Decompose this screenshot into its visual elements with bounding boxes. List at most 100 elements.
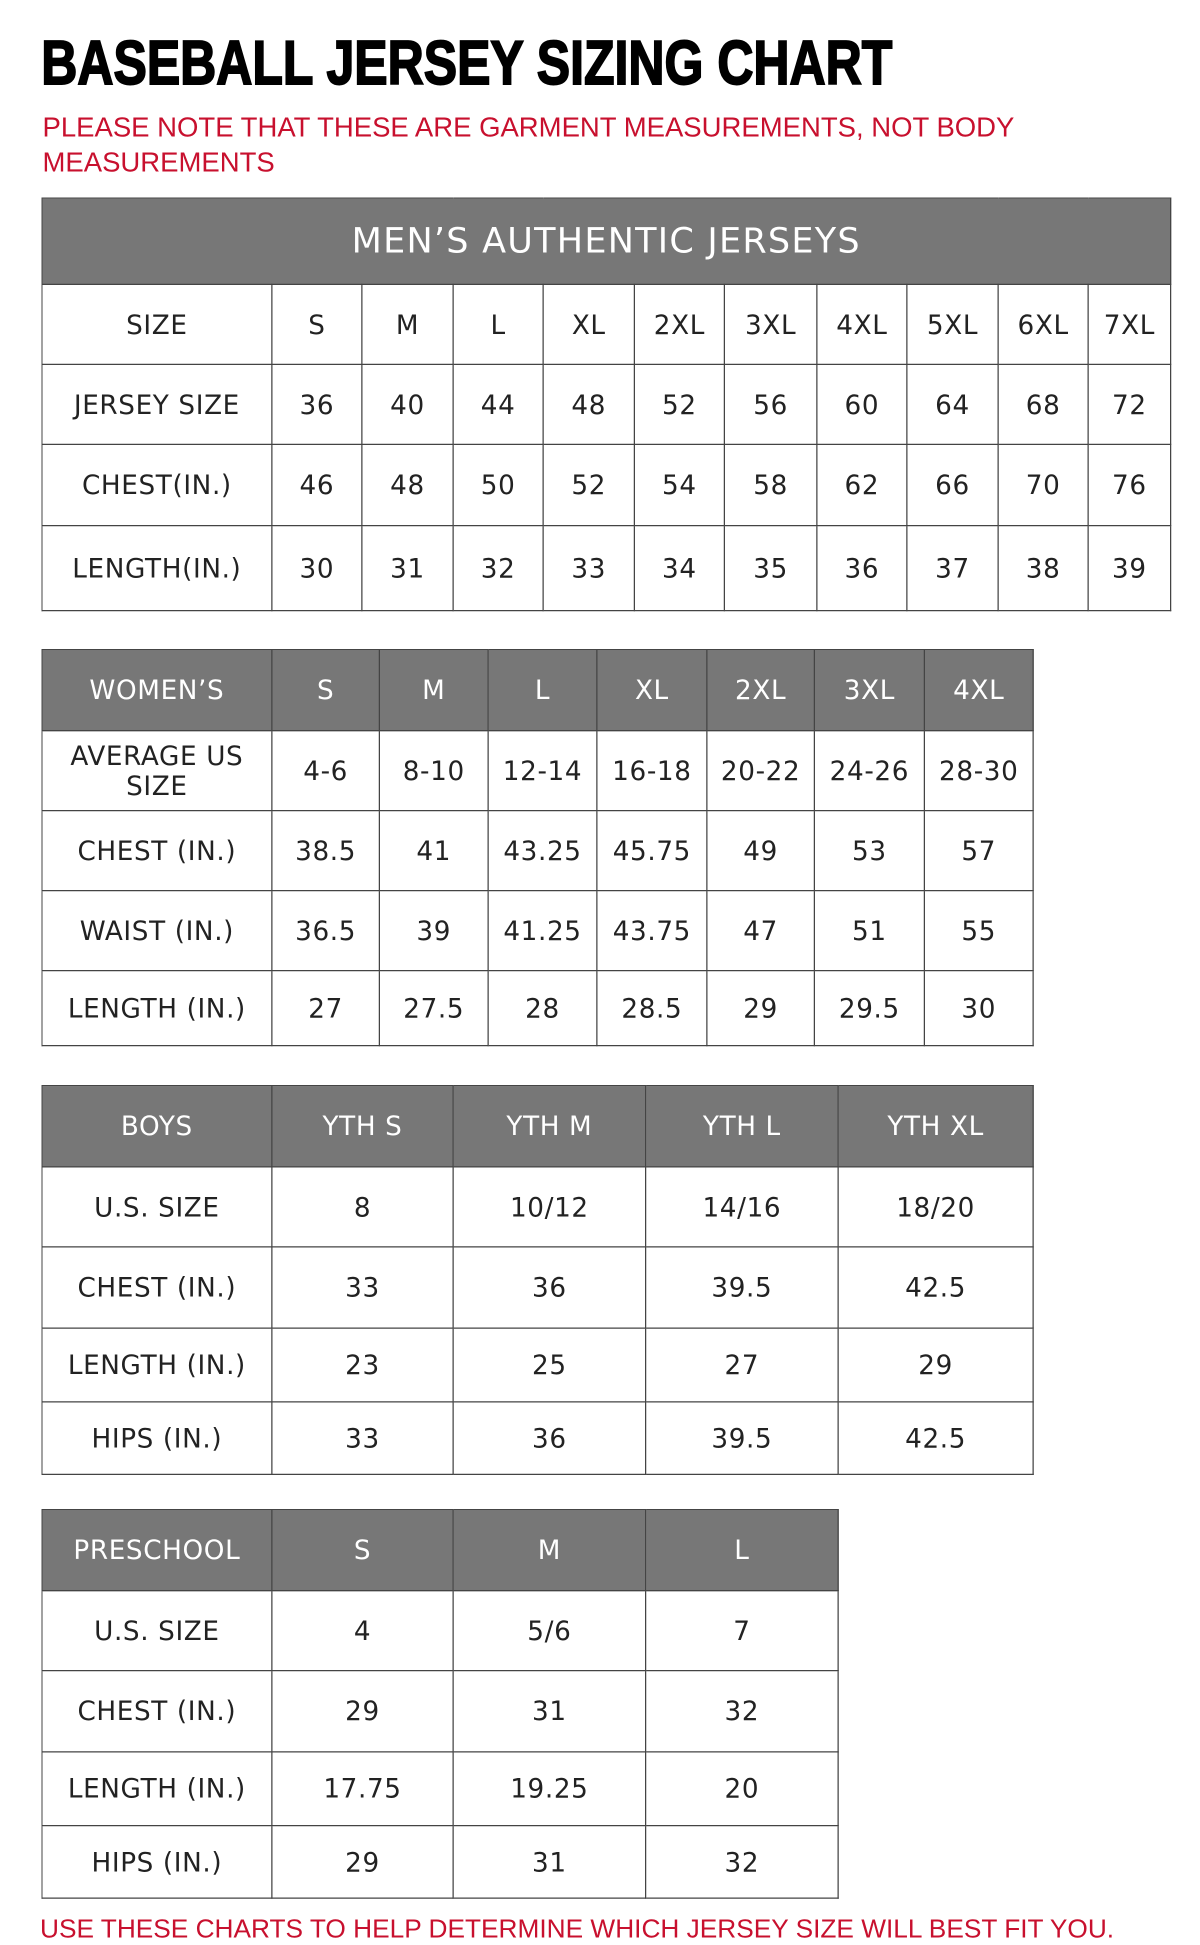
table-cell: 54	[633, 443, 725, 527]
column-header: 6XL	[997, 283, 1089, 365]
table-caption: MEN’S AUTHENTIC JERSEYS	[41, 197, 1172, 285]
column-header: YTH XL	[837, 1085, 1034, 1168]
table-row: LENGTH (IN.) 17.75 19.25 20	[41, 1751, 839, 1827]
table-cell: 36	[452, 1246, 647, 1329]
table-cell: 39.5	[645, 1401, 839, 1475]
table-row: LENGTH (IN.) 23 25 27 29	[41, 1327, 1034, 1403]
row-header-label: BOYS	[41, 1085, 273, 1168]
row-label: CHEST (IN.)	[41, 1670, 273, 1753]
table-cell: 34	[633, 525, 725, 612]
table-cell: 28.5	[596, 970, 708, 1047]
column-header: L	[452, 283, 544, 365]
table-cell: 45.75	[596, 810, 708, 892]
table-row: AVERAGE US SIZE 4-6 8-10 12-14 16-18 20-22 24-…	[41, 730, 1034, 812]
preschool-table: PRESCHOOL S M L U.S. SIZE 4 5/6 7 CHEST (IN.) 29 3…	[41, 1508, 839, 1899]
table-cell: 68	[997, 363, 1089, 445]
row-header-label: SIZE	[41, 283, 273, 365]
table-cell: 36	[816, 525, 908, 612]
column-header: XL	[542, 283, 635, 365]
table-cell: 14/16	[645, 1166, 839, 1248]
column-header: 4XL	[816, 283, 908, 365]
page-title: BASEBALL JERSEY SIZING CHART	[40, 27, 893, 99]
column-header: 2XL	[706, 648, 815, 732]
table-row: CHEST (IN.) 38.5 41 43.25 45.75 49 53 57	[41, 810, 1034, 892]
table-cell: 70	[997, 443, 1089, 527]
table-row: U.S. SIZE 4 5/6 7	[41, 1590, 839, 1672]
row-label: AVERAGE US SIZE	[41, 730, 273, 812]
table-cell: 55	[923, 890, 1034, 972]
table-cell: 18/20	[837, 1166, 1034, 1248]
table-cell: 51	[813, 890, 925, 972]
table-cell: 40	[361, 363, 454, 445]
table-row: LENGTH(IN.) 30 31 32 33 34 35 36 37 38 39	[41, 525, 1172, 612]
table-cell: 39	[378, 890, 489, 972]
table-row: LENGTH (IN.) 27 27.5 28 28.5 29 29.5 30	[41, 970, 1034, 1047]
table-cell: 23	[271, 1327, 454, 1403]
table-cell: 31	[452, 1825, 647, 1899]
table-cell: 36	[452, 1401, 647, 1475]
table-cell: 27	[645, 1327, 839, 1403]
table-cell: 28	[487, 970, 598, 1047]
column-header: S	[271, 1508, 454, 1592]
row-label: CHEST (IN.)	[41, 810, 273, 892]
table-cell: 42.5	[837, 1401, 1034, 1475]
table-cell: 58	[723, 443, 818, 527]
table-cell: 5/6	[452, 1590, 647, 1672]
row-header-label: PRESCHOOL	[41, 1508, 273, 1592]
table-cell: 48	[361, 443, 454, 527]
table-cell: 29	[271, 1825, 454, 1899]
table-cell: 38	[997, 525, 1089, 612]
table-cell: 17.75	[271, 1751, 454, 1827]
table-cell: 53	[813, 810, 925, 892]
column-header: L	[645, 1508, 839, 1592]
row-label: LENGTH (IN.)	[41, 970, 273, 1047]
table-row: HIPS (IN.) 33 36 39.5 42.5	[41, 1401, 1034, 1475]
table-cell: 20	[645, 1751, 839, 1827]
table-cell: 39	[1087, 525, 1172, 612]
row-label: LENGTH (IN.)	[41, 1751, 273, 1827]
table-row: WAIST (IN.) 36.5 39 41.25 43.75 47 51 55	[41, 890, 1034, 972]
table-cell: 31	[452, 1670, 647, 1753]
table-row: CHEST(IN.) 46 48 50 52 54 58 62 66 70 76	[41, 443, 1172, 527]
table-cell: 30	[271, 525, 363, 612]
row-label: LENGTH (IN.)	[41, 1327, 273, 1403]
header-row: SIZE S M L XL 2XL 3XL 4XL 5XL 6XL 7XL	[41, 283, 1172, 365]
table-cell: 64	[906, 363, 999, 445]
table-cell: 41	[378, 810, 489, 892]
boys-table: BOYS YTH S YTH M YTH L YTH XL U.S. SIZE 8 10/12…	[41, 1085, 1034, 1475]
table-cell: 52	[542, 443, 635, 527]
row-header-label: WOMEN’S	[41, 648, 273, 732]
table-cell: 39.5	[645, 1246, 839, 1329]
table-cell: 10/12	[452, 1166, 647, 1248]
table-cell: 29	[271, 1670, 454, 1753]
table-cell: 43.25	[487, 810, 598, 892]
table-cell: 41.25	[487, 890, 598, 972]
column-header: YTH L	[645, 1085, 839, 1168]
table-row: CHEST (IN.) 29 31 32	[41, 1670, 839, 1753]
table-cell: 32	[452, 525, 544, 612]
table-cell: 76	[1087, 443, 1172, 527]
column-header: XL	[596, 648, 708, 732]
table-cell: 36	[271, 363, 363, 445]
table-cell: 24-26	[813, 730, 925, 812]
table-cell: 38.5	[271, 810, 380, 892]
column-header: 2XL	[633, 283, 725, 365]
row-label: CHEST (IN.)	[41, 1246, 273, 1329]
table-cell: 31	[361, 525, 454, 612]
table-cell: 8	[271, 1166, 454, 1248]
table-cell: 8-10	[378, 730, 489, 812]
row-label: WAIST (IN.)	[41, 890, 273, 972]
table-cell: 32	[645, 1670, 839, 1753]
table-cell: 37	[906, 525, 999, 612]
column-header: 5XL	[906, 283, 999, 365]
column-header: S	[271, 648, 380, 732]
table-cell: 46	[271, 443, 363, 527]
mens-table: MEN’S AUTHENTIC JERSEYS SIZE S M L XL 2XL 3XL 4X…	[41, 197, 1172, 612]
womens-table: WOMEN’S S M L XL 2XL 3XL 4XL AVERAGE US SIZE 4-6 8…	[41, 648, 1034, 1047]
table-row: HIPS (IN.) 29 31 32	[41, 1825, 839, 1899]
table-cell: 56	[723, 363, 818, 445]
table-cell: 48	[542, 363, 635, 445]
table-cell: 4	[271, 1590, 454, 1672]
header-row: BOYS YTH S YTH M YTH L YTH XL	[41, 1085, 1034, 1168]
column-header: 7XL	[1087, 283, 1172, 365]
